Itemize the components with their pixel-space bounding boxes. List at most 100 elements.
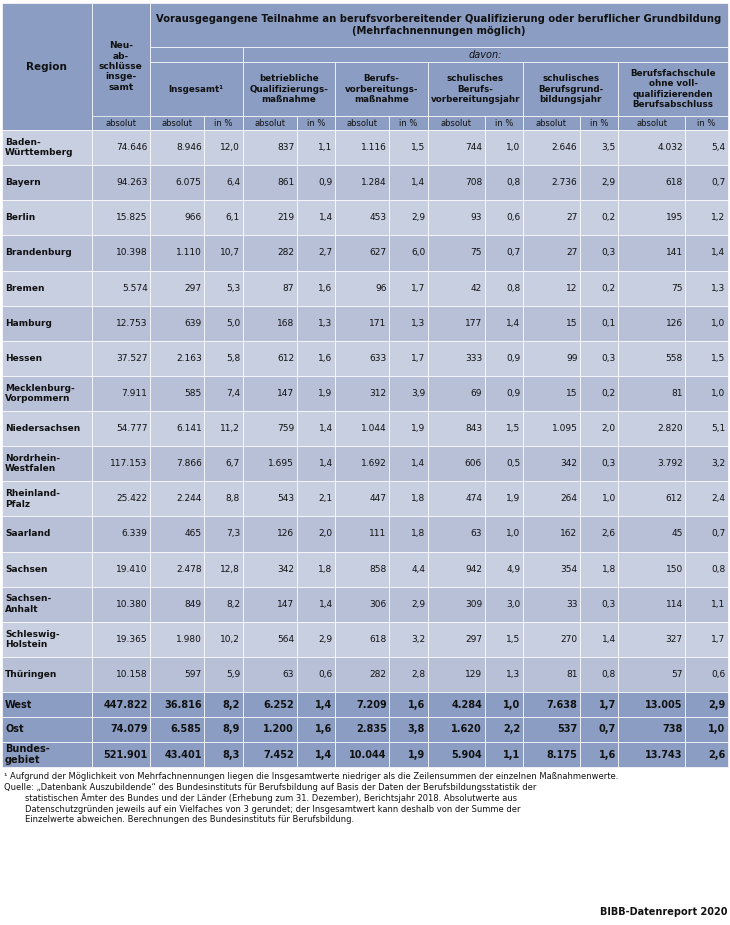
Bar — [523, 200, 580, 235]
Text: 7.209: 7.209 — [356, 699, 387, 709]
Bar — [92, 622, 150, 657]
Bar — [618, 516, 685, 551]
Text: 858: 858 — [369, 564, 387, 574]
Text: 27: 27 — [566, 249, 577, 257]
Bar — [2, 717, 92, 742]
Bar — [389, 586, 428, 622]
Bar — [150, 586, 204, 622]
Bar — [92, 481, 150, 516]
Bar — [580, 376, 618, 411]
Text: 1,4: 1,4 — [315, 749, 333, 759]
Bar — [580, 411, 618, 446]
Text: 2,9: 2,9 — [411, 214, 425, 222]
Text: 1,5: 1,5 — [507, 635, 520, 644]
Text: Berufsfachschule
ohne voll-
qualifizierenden
Berufsabschluss: Berufsfachschule ohne voll- qualifiziere… — [631, 68, 716, 109]
Bar — [523, 742, 580, 767]
Text: 543: 543 — [277, 494, 294, 503]
Text: 1.044: 1.044 — [361, 424, 387, 433]
Bar — [389, 116, 428, 130]
Text: 1,9: 1,9 — [408, 749, 425, 759]
Text: 4,4: 4,4 — [411, 564, 425, 574]
Text: 168: 168 — [277, 319, 294, 327]
Text: 1,0: 1,0 — [507, 529, 520, 538]
Text: Rheinland-
Pfalz: Rheinland- Pfalz — [5, 489, 60, 509]
Bar — [389, 270, 428, 305]
Bar — [618, 130, 685, 166]
Text: 6.075: 6.075 — [176, 179, 201, 187]
Text: 81: 81 — [672, 388, 683, 398]
Bar — [150, 270, 204, 305]
Bar — [485, 130, 523, 166]
Text: 282: 282 — [369, 670, 387, 679]
Bar — [523, 130, 580, 166]
Bar — [523, 62, 618, 116]
Bar — [685, 270, 728, 305]
Text: 6.141: 6.141 — [176, 424, 201, 433]
Bar — [428, 446, 485, 481]
Text: 1.692: 1.692 — [361, 459, 387, 468]
Text: 942: 942 — [465, 564, 482, 574]
Text: 2,0: 2,0 — [602, 424, 616, 433]
Text: 0,7: 0,7 — [507, 249, 520, 257]
Bar — [618, 692, 685, 717]
Bar — [523, 622, 580, 657]
Bar — [335, 622, 389, 657]
Bar — [204, 516, 242, 551]
Bar — [389, 305, 428, 340]
Text: 12,8: 12,8 — [220, 564, 240, 574]
Text: in %: in % — [214, 118, 233, 128]
Bar — [428, 411, 485, 446]
Text: 1,6: 1,6 — [315, 724, 333, 734]
Bar — [150, 340, 204, 376]
Bar — [92, 411, 150, 446]
Text: 2,8: 2,8 — [411, 670, 425, 679]
Bar — [428, 130, 485, 166]
Text: schulisches
Berufsgrund-
bildungsjahr: schulisches Berufsgrund- bildungsjahr — [538, 74, 603, 104]
Bar — [92, 305, 150, 340]
Text: Neu-
ab-
schlüsse
insge-
samt: Neu- ab- schlüsse insge- samt — [99, 42, 143, 92]
Bar — [685, 166, 728, 200]
Text: absolut: absolut — [347, 118, 377, 128]
Bar — [685, 340, 728, 376]
Bar — [92, 586, 150, 622]
Bar — [242, 551, 296, 586]
Bar — [242, 62, 335, 116]
Text: 966: 966 — [185, 214, 201, 222]
Text: 1,1: 1,1 — [503, 749, 520, 759]
Bar — [2, 411, 92, 446]
Text: 117.153: 117.153 — [110, 459, 147, 468]
Text: 2.646: 2.646 — [552, 143, 577, 152]
Bar — [204, 200, 242, 235]
Bar — [685, 305, 728, 340]
Text: 1,8: 1,8 — [318, 564, 333, 574]
Text: 7,4: 7,4 — [226, 388, 240, 398]
Bar — [242, 481, 296, 516]
Bar — [242, 270, 296, 305]
Bar — [523, 411, 580, 446]
Bar — [685, 235, 728, 270]
Bar — [428, 116, 485, 130]
Bar — [242, 47, 728, 62]
Bar — [242, 692, 296, 717]
Text: 1,8: 1,8 — [602, 564, 616, 574]
Bar — [335, 116, 389, 130]
Bar — [580, 742, 618, 767]
Bar — [296, 446, 335, 481]
Bar — [242, 446, 296, 481]
Text: 5,0: 5,0 — [226, 319, 240, 327]
Bar — [428, 742, 485, 767]
Bar — [389, 516, 428, 551]
Bar — [242, 340, 296, 376]
Bar — [150, 116, 204, 130]
Text: absolut: absolut — [441, 118, 472, 128]
Text: 1,5: 1,5 — [507, 424, 520, 433]
Text: in %: in % — [495, 118, 513, 128]
Text: absolut: absolut — [637, 118, 667, 128]
Text: 94.263: 94.263 — [116, 179, 147, 187]
Bar — [618, 657, 685, 692]
Text: 8,2: 8,2 — [226, 599, 240, 609]
Text: 96: 96 — [375, 284, 387, 292]
Text: 474: 474 — [465, 494, 482, 503]
Text: 0,3: 0,3 — [602, 599, 616, 609]
Text: 63: 63 — [471, 529, 482, 538]
